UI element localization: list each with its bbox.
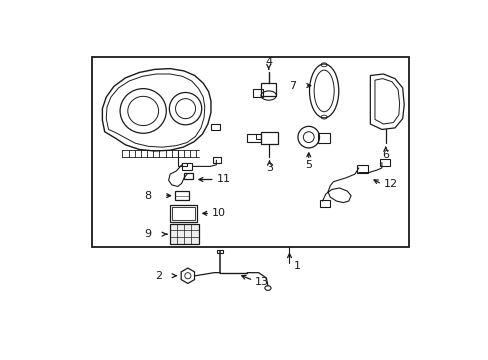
Text: 5: 5 [305, 160, 311, 170]
Bar [379, 159, 389, 166]
Text: 6: 6 [381, 150, 388, 160]
Bar [170, 205, 197, 222]
Text: 8: 8 [144, 191, 152, 201]
Bar [210, 124, 220, 130]
Bar [246, 134, 261, 142]
Bar [174, 191, 188, 200]
Bar [217, 249, 223, 253]
Bar [182, 163, 192, 170]
Text: 3: 3 [266, 163, 273, 173]
Text: 4: 4 [265, 58, 272, 67]
Text: 7: 7 [288, 81, 295, 91]
Bar [91, 57, 408, 247]
Text: 11: 11 [216, 175, 230, 184]
Text: 9: 9 [144, 229, 152, 239]
Bar [213, 157, 221, 163]
Text: 1: 1 [293, 261, 300, 271]
Bar [319, 200, 329, 207]
Bar [172, 207, 194, 220]
Text: 12: 12 [384, 179, 398, 189]
Bar [261, 132, 277, 144]
Text: 13: 13 [254, 277, 268, 287]
Text: 10: 10 [211, 208, 225, 219]
Bar [317, 132, 329, 143]
Bar [183, 172, 193, 180]
Bar [253, 89, 262, 97]
Bar [170, 224, 199, 244]
Text: 2: 2 [154, 271, 162, 281]
Bar [357, 165, 367, 172]
Bar [261, 83, 276, 95]
